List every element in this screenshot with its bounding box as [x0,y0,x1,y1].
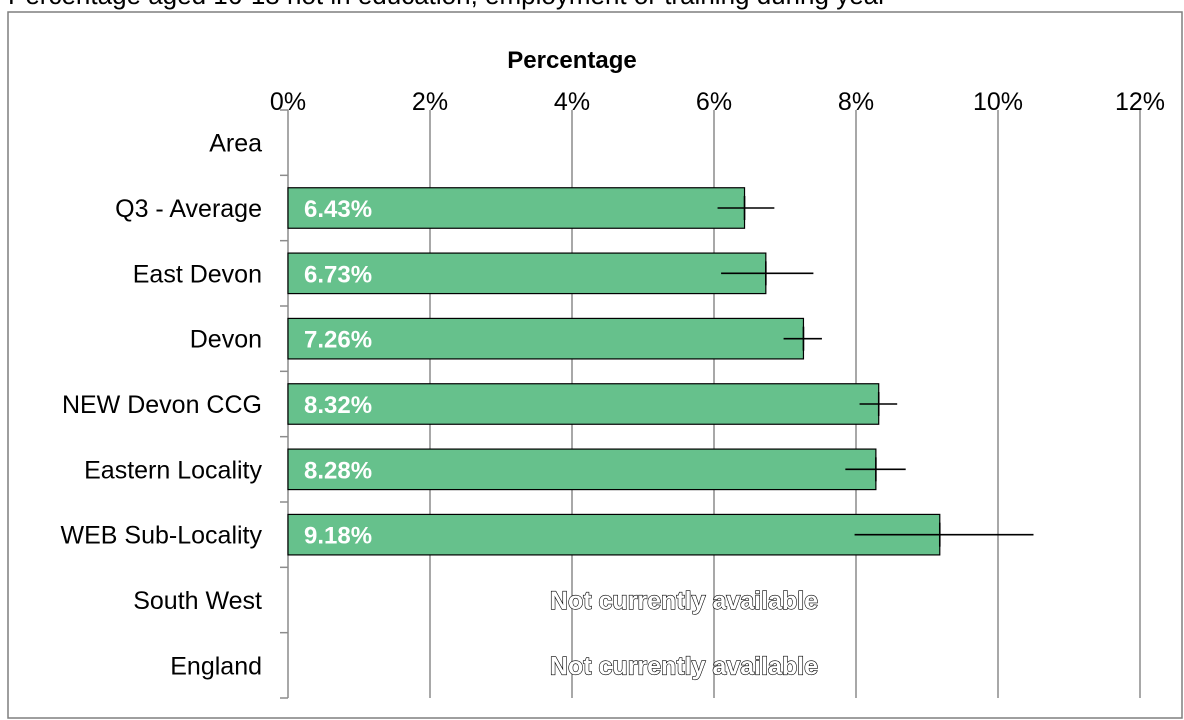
x-tick-label: 6% [696,88,732,116]
category-label: Eastern Locality [84,456,262,484]
category-labels: Area Q3 - Average East Devon Devon NEW Devon… [61,130,263,681]
chart-title: Percentage aged 16-18 not in education, … [8,0,887,10]
category-label: WEB Sub-Locality [61,522,263,550]
category-label: England [170,652,262,680]
bar [287,383,880,425]
category-label: East Devon [133,260,262,288]
category-label: Area [209,130,262,158]
error-bars [717,196,1034,547]
value-label: 9.18% [304,523,372,550]
x-axis-ticks: 0% 2% 4% 6% 8% 10% 12% [270,88,1165,116]
category-label: NEW Devon CCG [62,391,262,419]
value-label: 6.43% [304,196,372,223]
category-label: Devon [190,326,262,354]
unavailable-label: Not currently available [550,652,818,680]
value-label: 6.73% [304,261,372,288]
bar [287,513,941,556]
category-label: Q3 - Average [115,195,262,223]
value-label: 8.28% [304,457,372,484]
value-label: 7.26% [304,327,372,354]
category-label: South West [133,587,262,615]
x-tick-label: 8% [838,88,874,116]
value-label: 8.32% [304,392,372,419]
x-tick-label: 2% [412,88,448,116]
x-axis-title: Percentage [507,47,636,74]
unavailable-label: Not currently available [550,587,818,615]
bar [287,317,805,360]
x-tick-label: 0% [270,88,306,116]
value-labels: 6.43% 6.73% 7.26% 8.32% 8.28% 9.18% Not curren… [304,196,819,681]
bar [287,448,877,491]
x-tick-label: 10% [973,88,1023,116]
x-tick-label: 12% [1115,88,1165,116]
bar [287,252,767,295]
x-tick-label: 4% [554,88,590,116]
bar [287,187,746,229]
bars [287,187,941,556]
chart-frame [7,11,1183,719]
